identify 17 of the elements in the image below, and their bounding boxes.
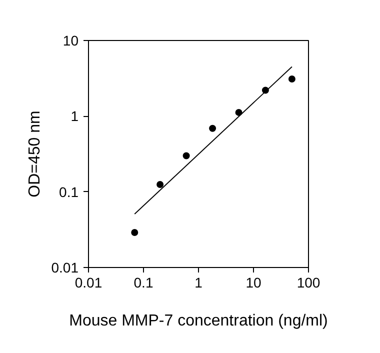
x-tick-label: 1 bbox=[194, 274, 203, 290]
y-tick-label: 0.01 bbox=[51, 260, 79, 276]
y-axis-title: OD=450 nm bbox=[26, 110, 44, 198]
point bbox=[209, 124, 216, 132]
x-tick-label: 0.1 bbox=[134, 274, 154, 290]
y-tick-label: 10 bbox=[62, 32, 79, 48]
x-axis-title: Mouse MMP-7 concentration (ng/ml) bbox=[69, 312, 328, 330]
point bbox=[235, 108, 242, 116]
point bbox=[131, 229, 138, 236]
x-tick-label: 10 bbox=[246, 274, 262, 290]
y-tick-label: 0.1 bbox=[59, 184, 79, 200]
point bbox=[182, 152, 190, 160]
y-tick-label: 1 bbox=[70, 108, 79, 124]
x-tick-label: 0.01 bbox=[74, 274, 102, 290]
point bbox=[288, 75, 296, 82]
x-tick-label: 100 bbox=[296, 274, 320, 290]
point bbox=[156, 181, 164, 188]
